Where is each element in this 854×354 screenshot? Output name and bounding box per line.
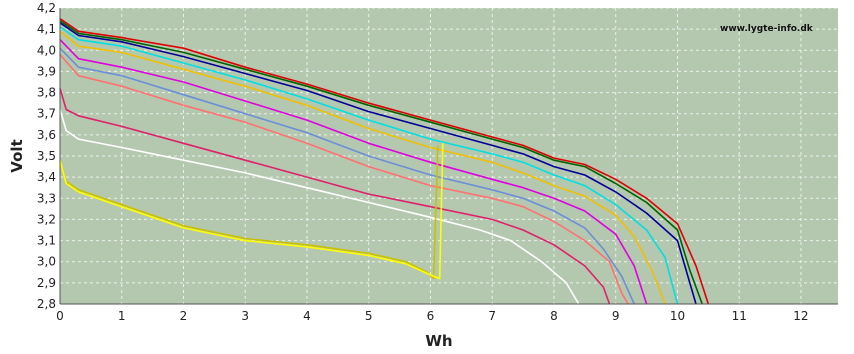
y-axis-title: Volt [8, 139, 26, 172]
series-line-1 [59, 17, 710, 305]
y-tick-label: 4,2 [37, 1, 56, 15]
series-line-9 [59, 88, 611, 305]
series-line-12 [59, 143, 444, 280]
y-tick-label: 3,9 [37, 64, 56, 78]
series-line-2 [59, 20, 703, 305]
x-tick-label: 10 [670, 309, 685, 323]
x-tick-label: 12 [793, 309, 808, 323]
x-tick-label: 2 [180, 309, 188, 323]
series-line-7 [59, 47, 635, 305]
y-tick-label: 3,5 [37, 149, 56, 163]
series-line-10 [59, 109, 580, 305]
x-tick-label: 0 [56, 309, 64, 323]
x-tick-label: 4 [303, 309, 311, 323]
y-tick-label: 4,0 [37, 43, 56, 57]
x-tick-label: 6 [427, 309, 435, 323]
y-tick-label: 4,1 [37, 22, 56, 36]
x-tick-label: 9 [612, 309, 620, 323]
watermark-text: www.lygte-info.dk [720, 24, 814, 34]
x-tick-label: 7 [488, 309, 496, 323]
x-tick-label: 1 [118, 309, 126, 323]
y-tick-label: 3,7 [37, 107, 56, 121]
series-line-3 [59, 22, 697, 305]
grid-lines [59, 7, 838, 305]
y-tick-label: 3,1 [37, 234, 56, 248]
y-tick-label: 3,0 [37, 255, 56, 269]
y-tick-label: 2,8 [37, 297, 56, 311]
y-tick-label: 3,2 [37, 212, 56, 226]
y-tick-label: 3,3 [37, 191, 56, 205]
axes: 2,8 2,9 3,0 3,1 3,2 3,3 3,4 3,5 3,6 3,7 3,8 3,9 4,0 4… [37, 1, 838, 323]
x-tick-label: 11 [732, 309, 747, 323]
y-tick-label: 3,8 [37, 86, 56, 100]
x-tick-label: 8 [550, 309, 558, 323]
y-tick-label: 3,4 [37, 170, 56, 184]
x-tick-label: 3 [241, 309, 249, 323]
series-line-4 [59, 26, 679, 305]
series-line-6 [59, 39, 648, 305]
y-tick-label: 2,9 [37, 276, 56, 290]
series-line-8 [59, 53, 629, 305]
series-line-5 [59, 30, 666, 305]
x-tick-label: 5 [365, 309, 373, 323]
series-group [59, 17, 710, 305]
y-tick-label: 3,6 [37, 128, 56, 142]
x-axis-title: Wh [425, 332, 452, 350]
